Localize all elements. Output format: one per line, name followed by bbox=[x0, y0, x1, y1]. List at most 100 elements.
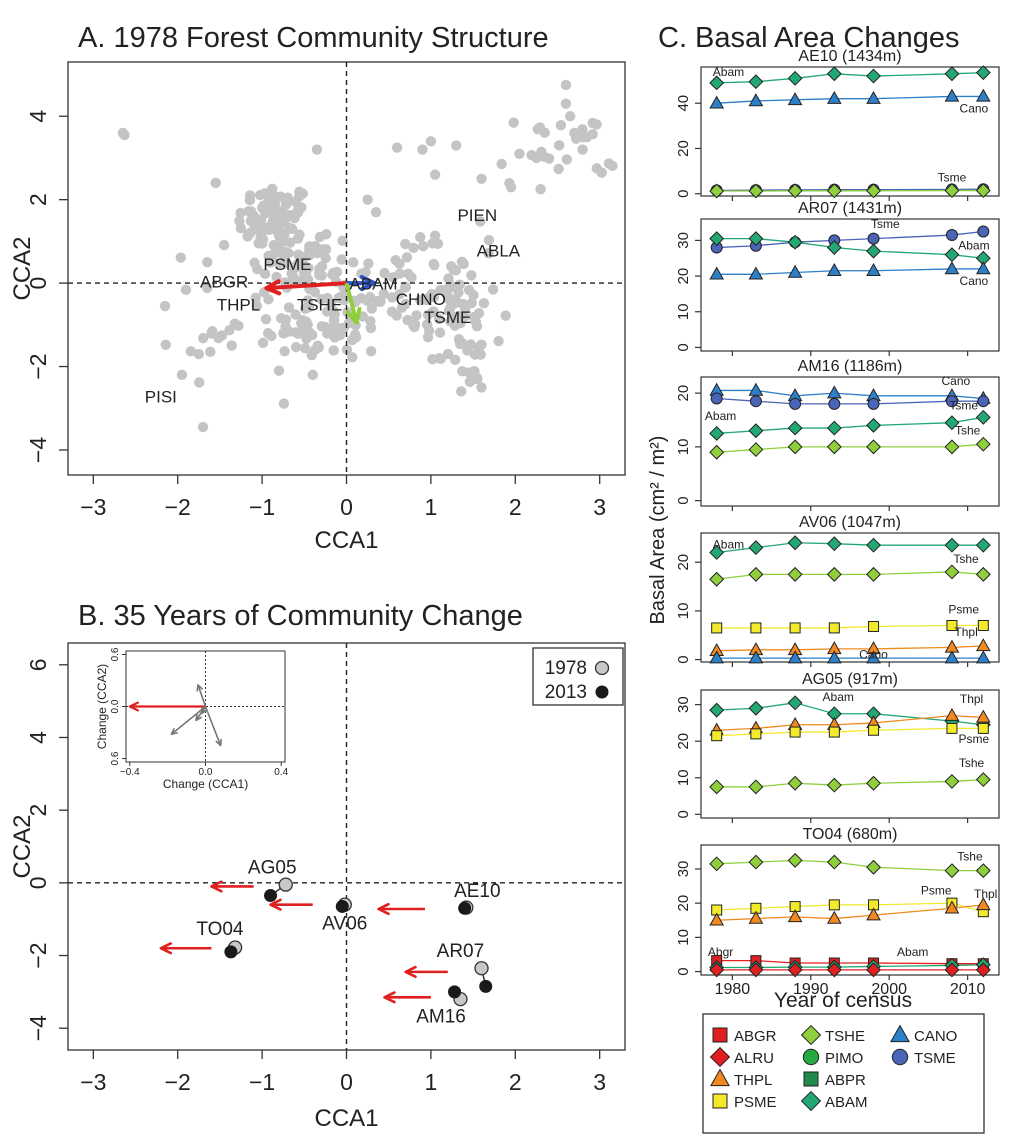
marker-diamond bbox=[787, 566, 803, 582]
subplot-av06: AV06 (1047m) 0 10 20 Abam Tshe Psme Thpl Cano bbox=[675, 514, 1000, 667]
site-point bbox=[159, 300, 171, 312]
y-tick-label: 0 bbox=[675, 496, 692, 504]
marker-square bbox=[712, 1093, 728, 1109]
marker-triangle bbox=[975, 650, 991, 664]
legend-label: PSME bbox=[734, 1094, 777, 1111]
marker-diamond bbox=[944, 415, 960, 431]
marker-diamond bbox=[709, 779, 725, 795]
marker-triangle bbox=[866, 262, 881, 276]
site-point bbox=[400, 238, 411, 250]
site-point bbox=[328, 267, 339, 279]
marker-diamond bbox=[748, 854, 764, 870]
marker-diamond bbox=[709, 183, 725, 199]
marker-square bbox=[789, 726, 801, 738]
site-point bbox=[284, 222, 296, 234]
site-point bbox=[348, 257, 359, 268]
species-label: ABAM bbox=[349, 275, 397, 294]
legend-box bbox=[702, 1013, 985, 1134]
y-tick-label: −2 bbox=[25, 353, 51, 379]
y-tick-label: 10 bbox=[675, 603, 692, 620]
site-point bbox=[194, 377, 205, 388]
site-label: AR07 bbox=[437, 941, 485, 962]
subplot-frame bbox=[700, 844, 1000, 976]
series-annotation: Thpl bbox=[974, 887, 997, 901]
marker-triangle bbox=[826, 385, 842, 399]
site-point bbox=[202, 282, 213, 294]
site-point bbox=[309, 286, 321, 298]
series-annotation: Abam bbox=[713, 65, 744, 79]
marker-triangle bbox=[826, 262, 842, 276]
site-point bbox=[254, 189, 266, 201]
marker-triangle bbox=[944, 261, 960, 275]
subplot-ag05: AG05 (917m) 0 10 20 30 Abam Thpl Psme Tshe bbox=[675, 671, 1000, 823]
marker-diamond bbox=[944, 183, 960, 199]
legend-label: TSHE bbox=[825, 1028, 865, 1045]
point-2013 bbox=[335, 899, 349, 913]
site-point bbox=[378, 288, 389, 300]
y-tick-label: −4 bbox=[25, 1015, 51, 1041]
marker-diamond bbox=[826, 240, 842, 255]
marker-diamond bbox=[866, 537, 881, 553]
y-tick-label: 2 bbox=[25, 193, 51, 206]
inset-vector-head bbox=[195, 713, 203, 722]
site-point bbox=[432, 238, 444, 249]
site-point bbox=[251, 300, 262, 312]
site-point bbox=[560, 79, 572, 91]
subplot-title: TO04 (680m) bbox=[803, 826, 898, 843]
y-tick-label: 10 bbox=[675, 303, 692, 320]
subplot-title: AV06 (1047m) bbox=[799, 514, 901, 531]
x-tick-label: 1990 bbox=[793, 981, 829, 998]
y-tick-label: 0 bbox=[675, 343, 692, 351]
marker-triangle bbox=[709, 266, 725, 280]
site-point bbox=[297, 188, 308, 199]
vector-abgr bbox=[266, 281, 347, 291]
legend-marker-1978 bbox=[594, 660, 610, 676]
marker-diamond bbox=[709, 856, 725, 872]
site-label: AM16 bbox=[416, 1006, 466, 1027]
marker-diamond bbox=[944, 962, 960, 978]
site-point bbox=[262, 328, 274, 339]
marker-triangle bbox=[748, 266, 764, 280]
marker-diamond bbox=[787, 439, 803, 455]
site-am16: AM16 bbox=[383, 985, 468, 1027]
marker-triangle bbox=[975, 709, 991, 723]
site-point bbox=[197, 332, 209, 344]
site-point bbox=[543, 153, 555, 164]
point-2013 bbox=[479, 979, 493, 993]
site-point bbox=[362, 194, 373, 205]
site-point bbox=[255, 232, 266, 243]
site-ag05: AG05 bbox=[210, 857, 297, 903]
y-tick-label: 0 bbox=[25, 277, 51, 290]
marker-circle bbox=[867, 397, 880, 410]
site-point bbox=[316, 321, 328, 332]
panel-b-ylabel: CCA2 bbox=[9, 814, 36, 878]
x-tick-label: −2 bbox=[165, 494, 191, 520]
site-point bbox=[535, 184, 546, 195]
site-point bbox=[193, 348, 205, 360]
inset-x-tick-label: −0.4 bbox=[120, 767, 140, 778]
site-point bbox=[577, 144, 588, 155]
site-point bbox=[257, 337, 269, 349]
panel-a-ylabel: CCA2 bbox=[9, 236, 36, 300]
panel-a-title: A. 1978 Forest Community Structure bbox=[78, 22, 549, 54]
marker-diamond bbox=[944, 863, 960, 879]
marker-triangle bbox=[709, 650, 725, 664]
marker-diamond bbox=[866, 566, 881, 582]
site-point bbox=[206, 328, 217, 339]
marker-diamond bbox=[975, 183, 991, 199]
site-point bbox=[119, 129, 130, 141]
species-label: PSME bbox=[263, 255, 311, 274]
marker-diamond bbox=[800, 1090, 822, 1112]
marker-diamond bbox=[866, 859, 881, 875]
site-point bbox=[185, 346, 197, 357]
inset-y-tick-label: 0.0 bbox=[110, 699, 121, 713]
marker-triangle bbox=[710, 1068, 730, 1087]
marker-diamond bbox=[787, 695, 803, 711]
subplot-frame bbox=[700, 376, 1000, 507]
marker-square bbox=[977, 619, 989, 631]
marker-diamond bbox=[787, 70, 803, 86]
marker-diamond bbox=[944, 439, 960, 455]
site-point bbox=[321, 328, 333, 339]
site-point bbox=[160, 339, 171, 351]
change-arrow-head bbox=[377, 902, 390, 916]
